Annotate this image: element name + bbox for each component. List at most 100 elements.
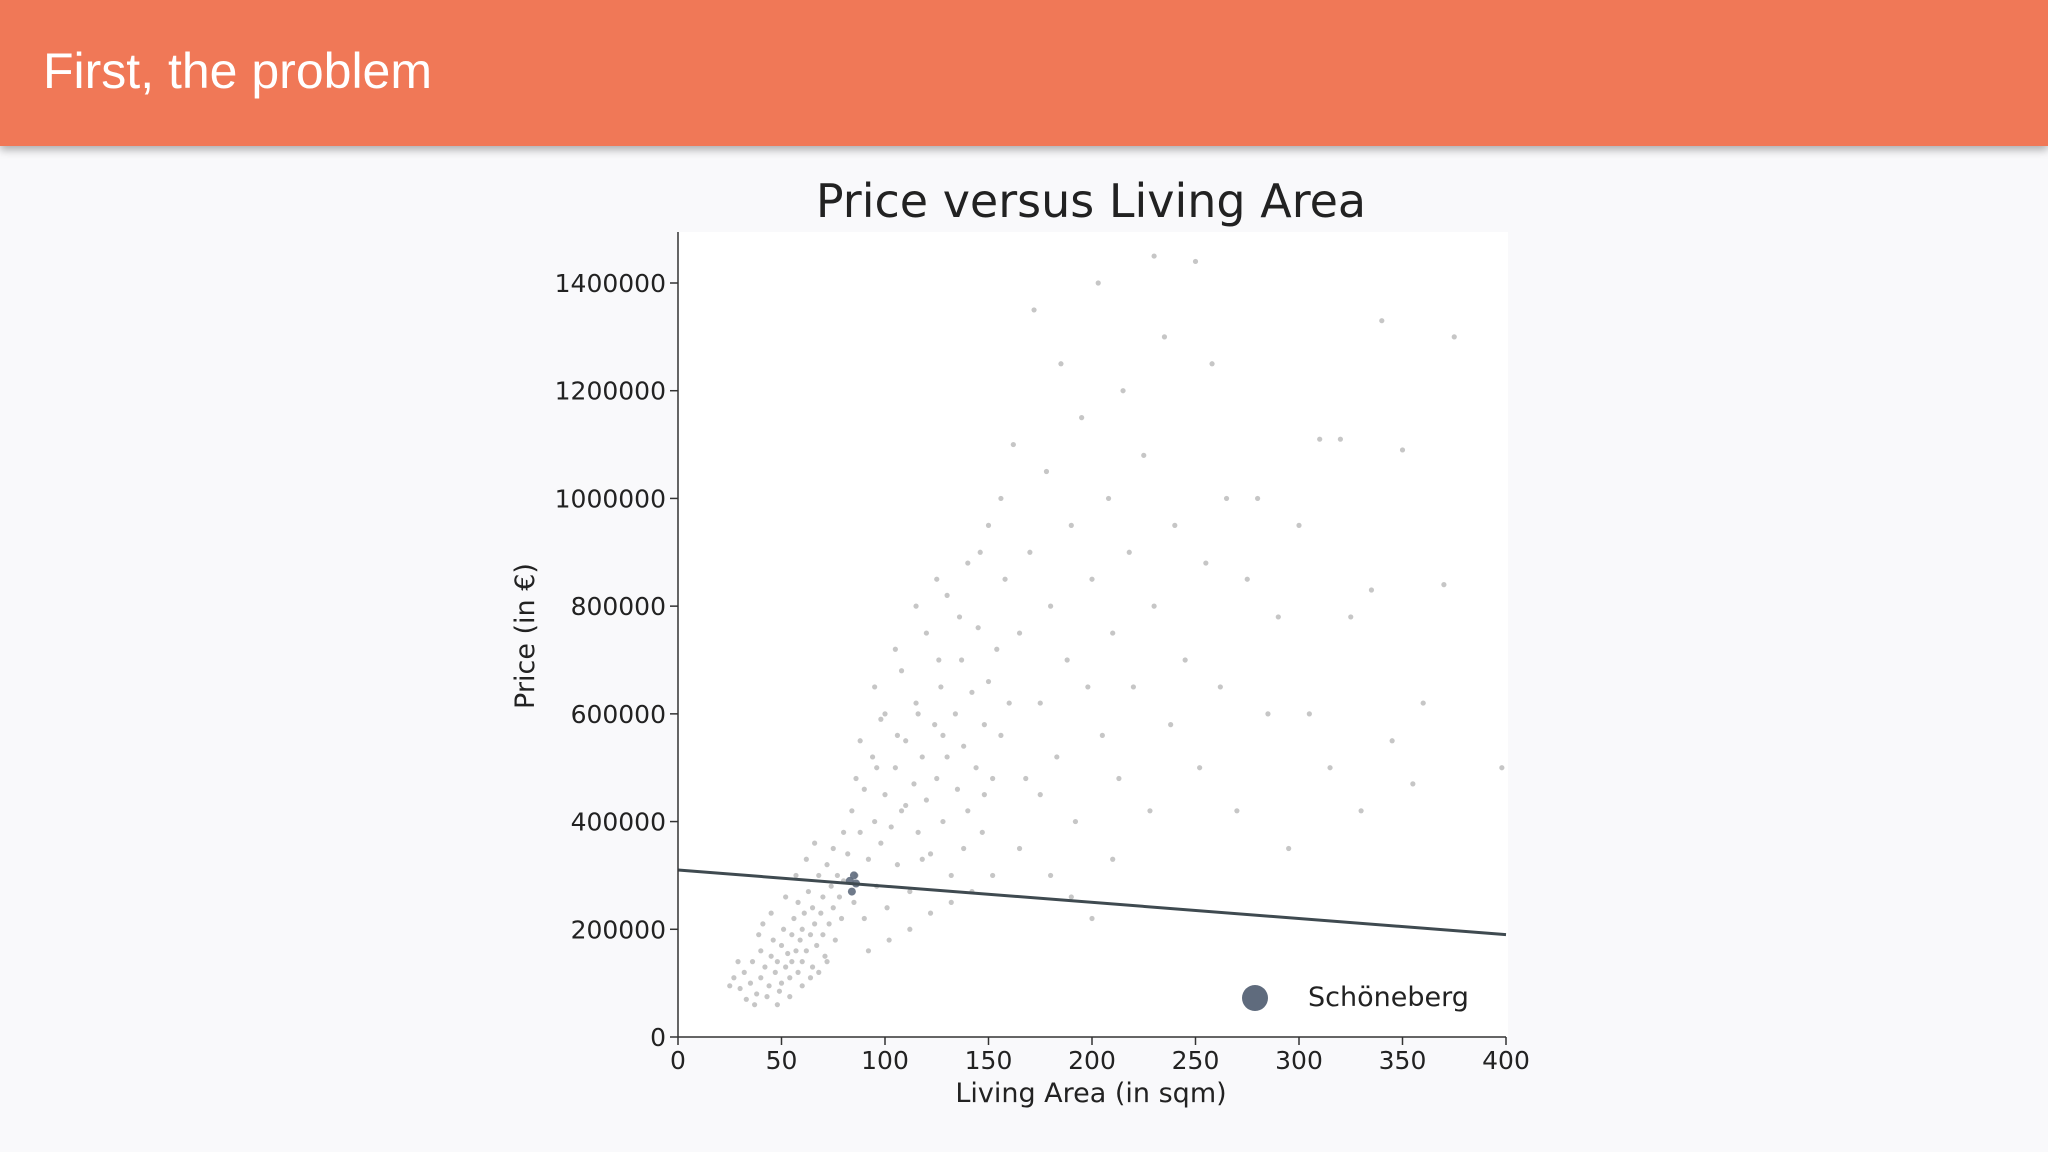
data-point [778,980,785,986]
data-point [1234,808,1240,814]
data-point [913,700,919,706]
data-point [1275,614,1281,620]
data-point [1099,732,1105,739]
data-point [1105,495,1112,502]
data-point [915,829,921,835]
data-point [1120,388,1126,394]
data-point [766,983,772,989]
y-tick-label: 1000000 [555,484,666,513]
data-point [735,959,741,965]
data-point [932,722,938,728]
slide-header: First, the problem [0,0,2048,146]
data-point [789,959,795,965]
data-point [1451,334,1457,340]
data-point [841,829,847,835]
data-point [981,722,987,728]
data-point [818,910,824,916]
data-point [845,851,851,857]
data-point [936,657,942,663]
data-point [981,792,987,798]
data-point [793,872,799,879]
data-point [1410,781,1416,787]
data-point [1079,415,1085,421]
data-point [1399,447,1406,453]
y-tick-label: 200000 [571,915,666,944]
legend: Schöneberg [1242,982,1469,1013]
data-point [727,983,733,989]
data-point [886,937,892,943]
data-point [1037,700,1043,706]
data-point [903,802,909,809]
data-point [919,856,925,862]
data-point [809,905,816,911]
data-point [1151,603,1157,609]
data-point [1296,522,1302,528]
slide-title: First, the problem [43,43,433,99]
data-point [882,792,888,798]
x-tick-label: 350 [1379,1046,1427,1075]
data-point [961,845,967,852]
data-point [807,975,814,981]
data-point [836,894,843,900]
x-tick-label: 250 [1172,1046,1220,1075]
y-tick-label: 1400000 [555,269,666,298]
data-point [923,630,930,636]
schoneberg-point [849,871,858,880]
data-point [751,1002,758,1008]
data-point [1130,684,1136,690]
data-point [975,625,981,631]
y-tick-label: 800000 [571,592,666,621]
data-point [954,786,961,792]
y-tick-label: 0 [650,1023,666,1052]
data-point [919,754,925,760]
data-point [1110,856,1116,862]
data-point [783,964,789,970]
data-point [1168,722,1174,728]
data-point [1151,253,1157,259]
regression-line [677,868,1507,937]
data-point [820,894,826,900]
data-point [965,808,971,814]
data-point [824,959,830,965]
data-point [884,905,890,911]
data-point [1068,894,1074,900]
data-point [1192,258,1199,265]
data-point [940,818,946,825]
schoneberg-point [847,887,856,896]
data-point [760,921,766,927]
data-point [882,711,888,717]
data-point [1095,280,1101,286]
data-point [1217,684,1223,690]
data-point [731,975,737,981]
data-point [927,851,934,857]
data-point [1110,630,1116,636]
data-point [737,985,743,992]
data-point [822,953,828,959]
data-point [1089,576,1095,582]
y-tick-label: 400000 [571,808,666,837]
data-point [805,888,812,895]
data-point [1048,603,1054,609]
data-point [956,614,963,620]
data-point [1147,808,1153,814]
data-point [772,969,778,975]
data-point [977,549,983,555]
data-point [865,856,872,862]
data-point [807,932,814,938]
data-point [888,824,894,830]
x-tick-label: 200 [1068,1046,1116,1075]
data-point [778,942,785,949]
data-point [824,862,830,868]
data-point [1043,468,1050,475]
data-point [1016,630,1023,636]
data-point [1306,711,1312,717]
data-point [874,765,880,771]
data-point [799,926,805,932]
data-point [1223,495,1230,502]
data-point [801,910,807,916]
data-point [1126,549,1132,555]
data-point [795,899,801,905]
data-point [1255,495,1261,502]
data-point [892,646,898,652]
data-point [1054,754,1060,760]
